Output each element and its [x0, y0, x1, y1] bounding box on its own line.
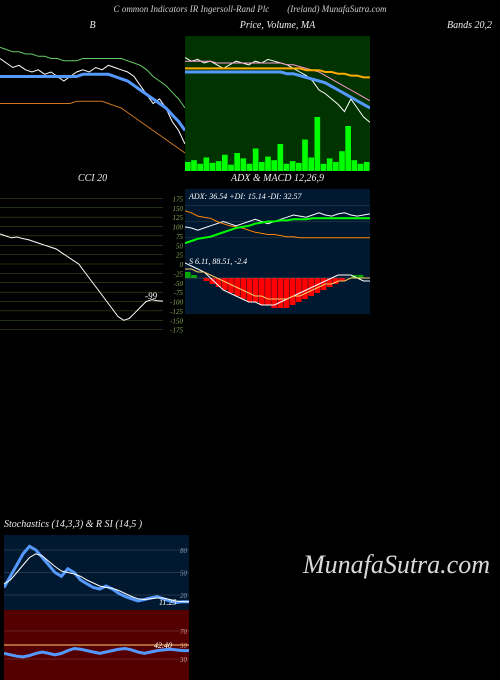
cci-title: CCI 20: [0, 171, 185, 189]
svg-text:175: 175: [173, 195, 184, 203]
bands-label-area: Bands 20,2: [370, 18, 500, 171]
svg-text:42.40: 42.40: [154, 641, 172, 650]
rsi-chart: 30 50 70 42.40: [4, 610, 494, 680]
svg-text:70: 70: [180, 628, 188, 636]
svg-text:125: 125: [173, 214, 184, 222]
stoch-rsi-title: Stochastics (14,3,3) & R SI (14,5 ): [4, 517, 494, 535]
header-center: ommon Indicators IR Ingersoll-Rand Plc: [122, 4, 269, 14]
svg-text:100: 100: [173, 224, 184, 232]
svg-text:11.25: 11.25: [159, 598, 176, 607]
stochastics-chart: 20 50 80 11.25: [4, 535, 494, 610]
svg-text:-50: -50: [174, 280, 184, 288]
header-right: (Ireland) MunafaSutra.com: [287, 4, 386, 14]
svg-text:-175: -175: [170, 327, 183, 335]
svg-text:20: 20: [180, 592, 188, 600]
adx-chart: ADX & MACD 12,26,9 ADX: 36.54 +DI: 15.14…: [185, 171, 370, 254]
svg-text:75: 75: [176, 233, 184, 241]
svg-text:-125: -125: [170, 308, 183, 316]
svg-text:50: 50: [180, 642, 188, 650]
svg-text:30: 30: [179, 656, 188, 664]
svg-text:ADX: 36.54 +DI: 15.14 -DI:: ADX: 36.54 +DI: 15.14 -DI: 32.57: [188, 192, 302, 201]
header-left: C: [114, 4, 120, 14]
svg-text:-75: -75: [174, 289, 184, 297]
svg-text:0: 0: [180, 261, 184, 269]
svg-text:-25: -25: [174, 270, 184, 278]
macd-chart: S 6.11, 88.51, -2.4: [185, 254, 370, 314]
svg-text:50: 50: [180, 570, 188, 578]
svg-text:80: 80: [180, 547, 188, 555]
price-ma-title: Price, Volume, MA: [185, 18, 370, 36]
bands-label: Bands 20,2: [370, 18, 500, 36]
adx-title: ADX & MACD 12,26,9: [185, 171, 370, 189]
svg-text:-100: -100: [170, 299, 183, 307]
svg-text:150: 150: [173, 205, 184, 213]
svg-text:-150: -150: [170, 317, 183, 325]
price-ma-chart: Price, Volume, MA: [185, 18, 370, 171]
page-header: C ommon Indicators IR Ingersoll-Rand Plc…: [0, 0, 500, 18]
svg-text:25: 25: [176, 252, 184, 260]
svg-text:S 6.11, 88.51, -2.4: S 6.11, 88.51, -2.4: [189, 257, 247, 266]
cci-chart: CCI 20 1751501251007550250-25-50-75-100-…: [0, 171, 185, 339]
svg-text:-99: -99: [145, 291, 157, 301]
svg-text:50: 50: [176, 242, 184, 250]
bollinger-title: B: [0, 18, 185, 36]
bollinger-chart: B: [0, 18, 185, 171]
